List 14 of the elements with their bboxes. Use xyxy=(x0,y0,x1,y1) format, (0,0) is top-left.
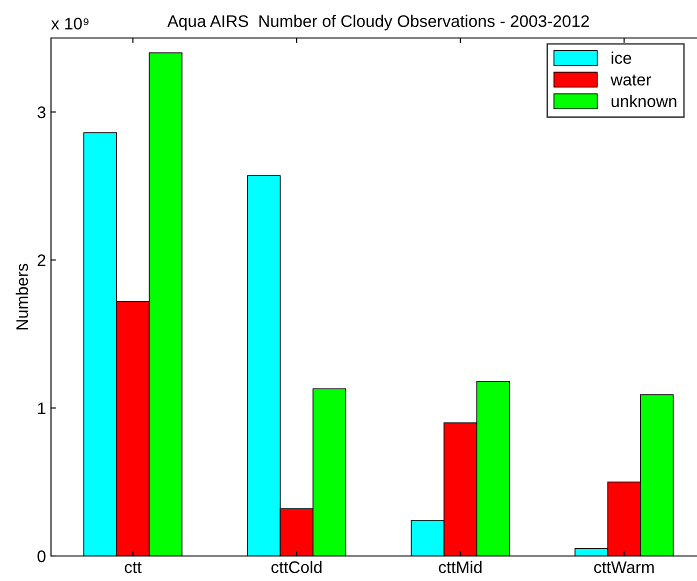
y-tick-label: 2 xyxy=(38,254,46,266)
chart-title: Aqua AIRS Number of Cloudy Observations - 2003-2012 xyxy=(167,14,589,30)
y-tick-label: 1 xyxy=(38,402,46,414)
x-tick-label: cttCold xyxy=(271,560,322,574)
y-tick-label: 3 xyxy=(38,106,46,118)
x-tick-label: cttWarm xyxy=(594,561,654,574)
legend-label: water xyxy=(610,74,652,86)
text: x 10⁹ xyxy=(51,18,89,30)
y-axis-title: Numbers xyxy=(16,264,28,330)
legend-label: ice xyxy=(612,52,632,64)
x-tick-label: ctt xyxy=(124,562,142,574)
legend-label: unknown xyxy=(612,94,676,108)
x-tick-label: cttMid xyxy=(438,560,482,574)
y-tick-label: 0 xyxy=(38,550,46,562)
